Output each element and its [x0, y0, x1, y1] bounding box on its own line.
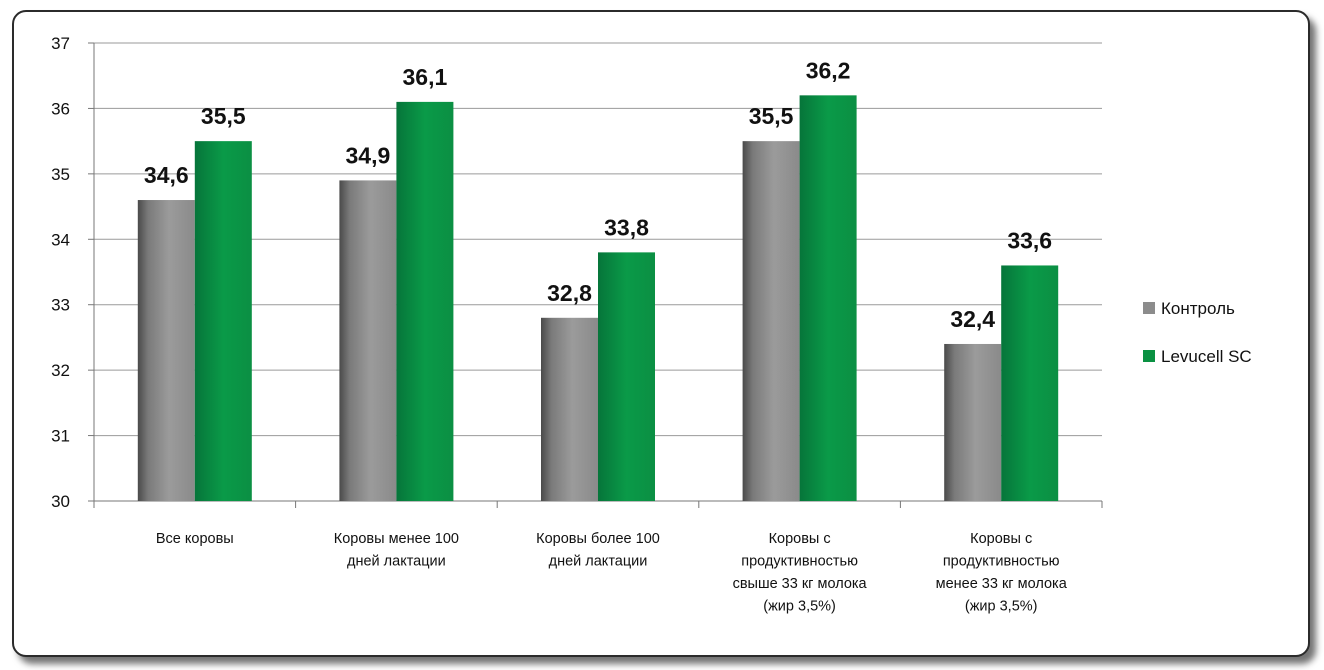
- data-label: 33,6: [1007, 227, 1052, 253]
- legend: Контроль Levucell SC: [1143, 299, 1252, 366]
- bar-levucell: [799, 95, 857, 501]
- category-label: Коровы более 100: [536, 531, 660, 547]
- category-label: Коровы менее 100: [334, 531, 459, 547]
- data-label: 36,1: [403, 64, 448, 90]
- category-label: свыше 33 кг молока: [733, 576, 868, 592]
- bar-levucell: [598, 252, 655, 501]
- legend-swatch-levucell: [1143, 350, 1155, 362]
- data-label: 32,4: [950, 306, 995, 332]
- bar-control: [742, 141, 800, 501]
- data-label: 32,8: [547, 280, 592, 306]
- y-tick-label: 37: [51, 34, 70, 53]
- category-label: дней лактации: [347, 554, 446, 570]
- data-labels: 34,6 34,9 32,8 35,5 32,4 35,5 36,1 33,8 36,2 33,6: [144, 57, 1052, 332]
- y-tick-label: 30: [51, 492, 70, 511]
- data-label: 35,5: [201, 103, 246, 129]
- category-label: (жир 3,5%): [763, 599, 836, 615]
- y-tick-label: 32: [51, 361, 70, 380]
- bar-control: [137, 200, 195, 501]
- bar-levucell: [1001, 265, 1059, 501]
- data-label: 36,2: [806, 57, 851, 83]
- category-label: продуктивностью: [943, 554, 1060, 570]
- bar-control: [339, 180, 397, 501]
- data-label: 34,9: [346, 142, 391, 168]
- bar-levucell: [396, 101, 454, 501]
- legend-swatch-control: [1143, 302, 1155, 314]
- data-label: 34,6: [144, 162, 189, 188]
- category-label: Все коровы: [156, 531, 234, 547]
- category-label: (жир 3,5%): [965, 599, 1038, 615]
- legend-label: Контроль: [1161, 299, 1235, 318]
- category-label: Коровы с: [769, 531, 831, 547]
- category-label: менее 33 кг молока: [936, 576, 1068, 592]
- category-label: продуктивностью: [741, 554, 858, 570]
- y-tick-label: 31: [51, 427, 70, 446]
- category-label: Коровы с: [970, 531, 1032, 547]
- y-tick-label: 36: [51, 99, 70, 118]
- category-label: дней лактации: [549, 554, 648, 570]
- y-tick-label: 35: [51, 165, 70, 184]
- bar-levucell: [194, 141, 252, 501]
- legend-label: Levucell SC: [1161, 347, 1252, 366]
- bar-control: [944, 343, 1002, 501]
- y-tick-label: 34: [51, 230, 70, 249]
- category-labels: Все коровы Коровы менее 100 дней лактации К…: [156, 531, 1068, 615]
- data-label: 33,8: [604, 214, 649, 240]
- axes: 30 31 32 33 34 35 36 37: [51, 34, 1103, 511]
- y-tick-label: 33: [51, 296, 70, 315]
- bar-control: [541, 317, 598, 501]
- data-label: 35,5: [749, 103, 794, 129]
- bars: [137, 95, 1059, 501]
